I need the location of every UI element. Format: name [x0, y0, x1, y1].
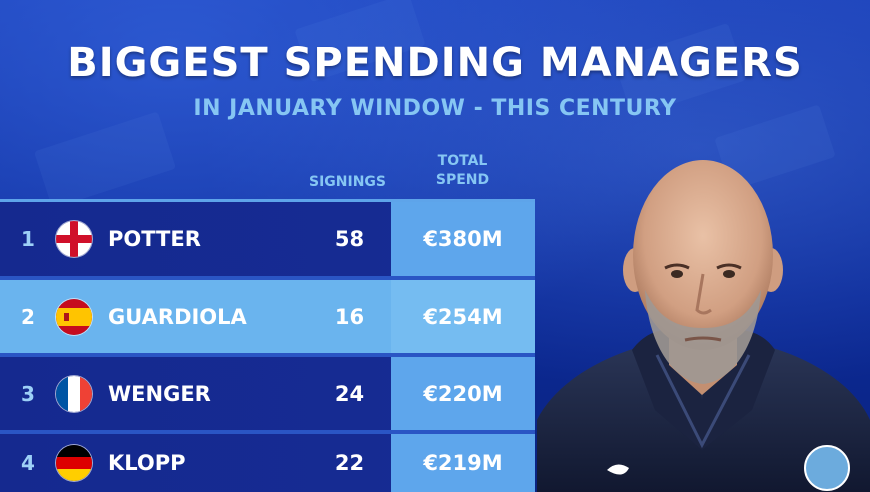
- brand-logo-icon: [607, 464, 629, 475]
- row-divider: [0, 430, 535, 434]
- manager-photo: [537, 160, 870, 492]
- row-rank: 2: [21, 304, 35, 329]
- column-header-total-spend-line2: SPEND: [435, 172, 490, 188]
- signings-value: 16: [334, 304, 365, 329]
- row-rank: 3: [21, 381, 35, 406]
- page-title: BIGGEST SPENDING MANAGERS: [67, 40, 803, 86]
- england-flag-icon: [56, 221, 92, 257]
- row-divider: [0, 276, 535, 280]
- row-rank: 1: [21, 227, 35, 251]
- spend-value: €219M: [391, 434, 535, 492]
- column-header-signings: SIGNINGS: [309, 174, 386, 190]
- manager-name: POTTER: [108, 227, 201, 251]
- manager-name: KLOPP: [108, 451, 186, 475]
- spend-value: €380M: [391, 202, 535, 276]
- germany-flag-icon: [56, 445, 92, 481]
- page-subtitle: IN JANUARY WINDOW - THIS CENTURY: [193, 96, 677, 121]
- spain-flag-icon: [56, 298, 92, 335]
- signings-value: 24: [334, 381, 365, 406]
- table-row: 2 GUARDIOLA 16 €254M: [0, 280, 535, 353]
- spend-value: €254M: [391, 280, 535, 353]
- signings-value: 22: [334, 451, 365, 475]
- spend-value: €220M: [391, 357, 535, 430]
- column-header-total-spend-line1: TOTAL: [437, 153, 488, 169]
- table-row: 1 POTTER 58 €380M: [0, 199, 535, 276]
- column-header-total-spend: TOTAL SPEND: [410, 152, 515, 190]
- table-row: 4 KLOPP 22 €219M: [0, 434, 535, 492]
- manager-name: GUARDIOLA: [108, 304, 247, 329]
- manager-name: WENGER: [108, 381, 211, 406]
- row-rank: 4: [21, 451, 35, 475]
- signings-value: 58: [334, 227, 365, 251]
- club-crest-icon: [804, 445, 850, 491]
- table-row: 3 WENGER 24 €220M: [0, 357, 535, 430]
- france-flag-icon: [56, 375, 92, 412]
- row-divider: [0, 353, 535, 357]
